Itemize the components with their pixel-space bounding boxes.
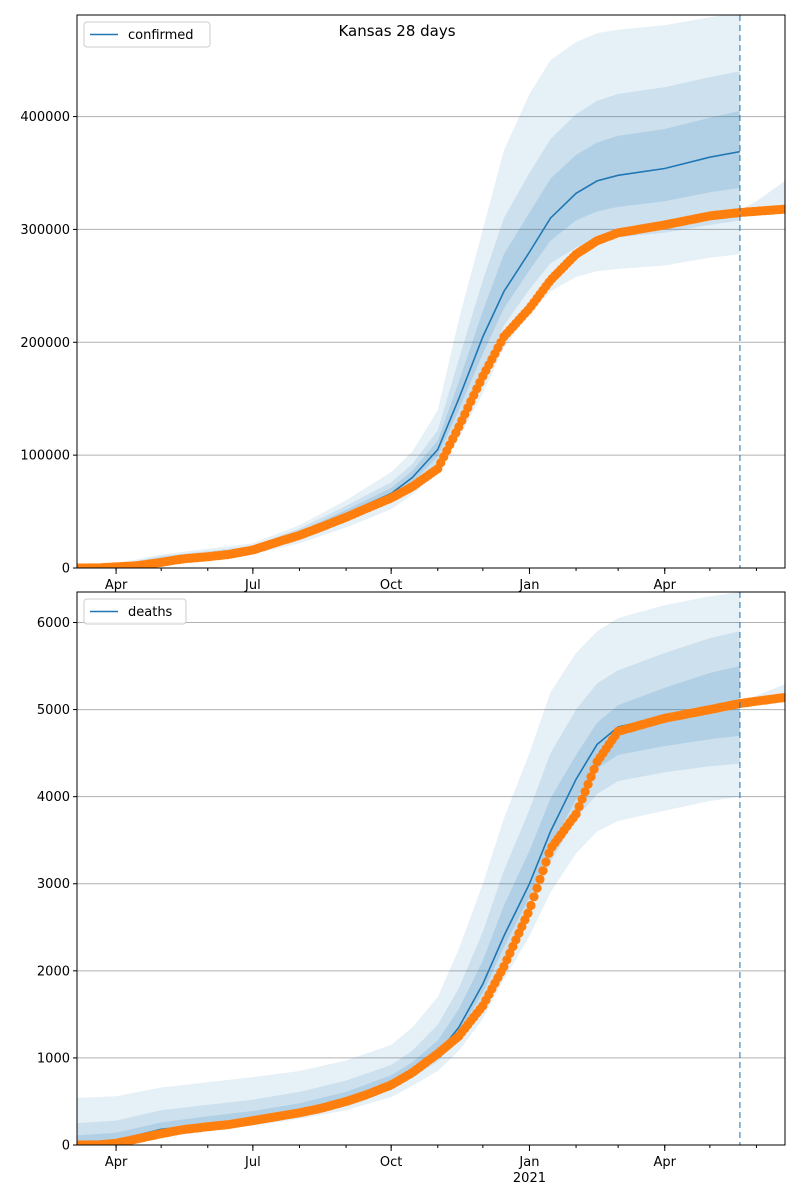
x-tick-label: Apr <box>105 578 128 593</box>
legend-box <box>83 598 187 625</box>
x-tick-label: Jan <box>518 578 539 593</box>
y-tick-label: 100000 <box>20 449 70 464</box>
observed-point <box>538 866 548 876</box>
y-tick-label: 4000 <box>37 790 70 805</box>
x-tick-label: Apr <box>653 1155 676 1170</box>
chart-title: Kansas 28 days <box>338 22 455 40</box>
observed-point <box>577 794 587 804</box>
observed-point <box>541 857 551 867</box>
observed-point <box>574 802 584 812</box>
observed-point <box>571 809 581 819</box>
y-tick-label: 6000 <box>37 616 70 631</box>
legend-label: deaths <box>128 605 173 620</box>
observed-point <box>532 883 542 893</box>
observed-point <box>778 693 785 703</box>
observed-point <box>583 779 593 789</box>
y-tick-label: 5000 <box>37 703 70 718</box>
legend-label: confirmed <box>128 28 194 43</box>
uncertainty-band <box>77 631 740 1145</box>
observed-point <box>535 874 545 885</box>
x-tick-label: Apr <box>105 1155 128 1170</box>
x-tick-label: Oct <box>380 578 402 593</box>
uncertainty-band <box>77 15 740 568</box>
y-tick-label: 1000 <box>37 1051 70 1066</box>
confirmed-panel: 0 100000 200000 300000 400000 Apr Jul Oct Jan Apr… <box>20 14 786 593</box>
legend: deaths <box>83 598 187 625</box>
x-tick-label: Jan <box>518 1155 539 1170</box>
y-tick-label: 200000 <box>20 336 70 351</box>
y-tick-label: 300000 <box>20 223 70 238</box>
observed-point <box>586 772 596 782</box>
y-tick-label: 2000 <box>37 964 70 979</box>
uncertainty-band <box>77 592 740 1145</box>
observed-point <box>526 900 536 911</box>
observed-points <box>77 204 785 568</box>
observed-points <box>77 693 785 1145</box>
x-tick-label: Oct <box>380 1155 402 1170</box>
observed-point <box>580 787 590 797</box>
observed-point <box>523 908 533 918</box>
uncertainty-band <box>77 666 740 1145</box>
y-tick-label: 400000 <box>20 110 70 125</box>
plot-area <box>77 15 785 568</box>
observed-point <box>778 204 785 214</box>
axes-frame <box>76 591 786 1146</box>
y-tick-label: 0 <box>62 562 70 577</box>
x-tick-label: Jul <box>244 1155 261 1170</box>
y-tick-label: 0 <box>62 1139 70 1154</box>
x-year-label: 2021 <box>513 1171 546 1186</box>
y-tick-label: 3000 <box>37 877 70 892</box>
legend-box <box>83 21 211 48</box>
legend: confirmed <box>83 21 211 48</box>
x-tick-label: Jul <box>244 578 261 593</box>
x-tick-label: Apr <box>653 578 676 593</box>
axes-frame <box>76 14 786 569</box>
plot-area <box>77 592 785 1145</box>
observed-point <box>529 892 539 902</box>
deaths-panel: 0 1000 2000 3000 4000 5000 6000 Apr Jul Oct Jan Apr… <box>37 591 786 1186</box>
observed-point <box>589 764 599 774</box>
uncertainty-band <box>77 110 740 568</box>
